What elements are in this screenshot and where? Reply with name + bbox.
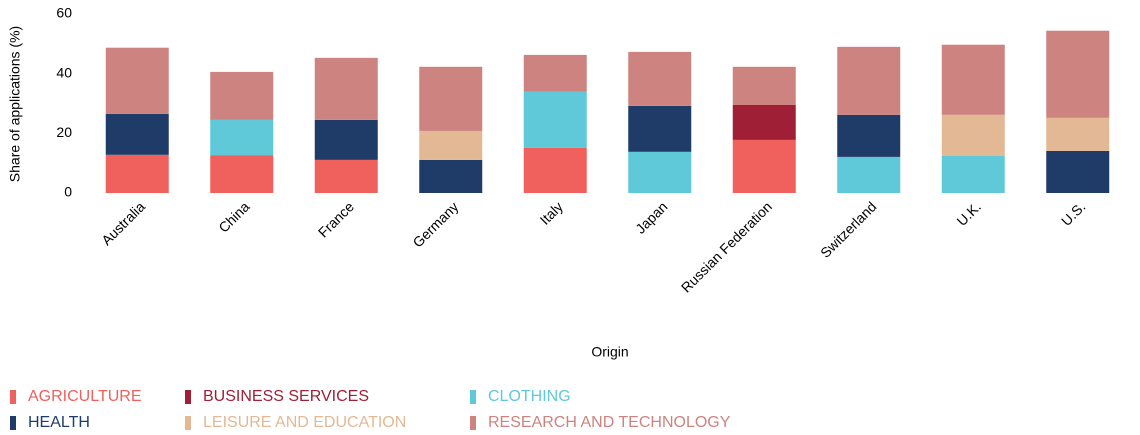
bar-segment xyxy=(837,156,901,193)
bar-segment xyxy=(314,57,378,120)
bar-segment xyxy=(837,46,901,115)
y-tick-label: 20 xyxy=(56,124,72,140)
bar-segment xyxy=(210,71,274,120)
legend-label: CLOTHING xyxy=(488,388,571,405)
x-tick-label: U.S. xyxy=(1058,198,1089,229)
legend-swatch xyxy=(10,390,16,404)
bar-segment xyxy=(628,151,692,193)
bar-segment xyxy=(523,147,587,193)
bar-segment xyxy=(1046,150,1110,193)
legend-swatch xyxy=(10,416,16,430)
x-tick-label: China xyxy=(215,198,252,235)
bar-segment xyxy=(837,114,901,157)
x-tick-label: U.K. xyxy=(953,198,984,229)
y-tick-label: 0 xyxy=(64,184,72,200)
legend-label: HEALTH xyxy=(28,414,90,431)
x-tick-label: Japan xyxy=(632,198,670,236)
bar-segment xyxy=(105,154,169,193)
bar-segment xyxy=(105,113,169,155)
bar-segment xyxy=(732,66,796,105)
bar-segment xyxy=(732,104,796,140)
bar-segment xyxy=(941,114,1005,157)
x-tick-label: Germany xyxy=(409,198,461,250)
x-axis-title: Origin xyxy=(591,344,628,360)
bar-segment xyxy=(523,54,587,92)
bar-segment xyxy=(210,119,274,156)
y-tick-label: 60 xyxy=(56,5,72,21)
legend-swatch xyxy=(470,390,476,404)
bar-segment xyxy=(1046,117,1110,151)
bar-segment xyxy=(732,139,796,193)
bar-segment xyxy=(1046,30,1110,118)
x-tick-label: Italy xyxy=(537,198,566,227)
bar-segment xyxy=(941,156,1005,193)
x-tick-label: Switzerland xyxy=(817,198,879,260)
bar-segment xyxy=(419,159,483,193)
legend-swatch xyxy=(185,416,191,430)
bar-segment xyxy=(523,91,587,148)
bar-segment xyxy=(314,159,378,193)
bar-segment xyxy=(314,119,378,160)
bar-segment xyxy=(105,47,169,114)
bar-segment xyxy=(419,130,483,160)
y-tick-label: 40 xyxy=(56,64,72,80)
x-tick-label: Russian Federation xyxy=(678,198,775,295)
bar-segment xyxy=(628,105,692,152)
x-tick-label: Australia xyxy=(98,198,148,248)
legend-label: BUSINESS SERVICES xyxy=(203,388,369,405)
legend-swatch xyxy=(185,390,191,404)
legend-label: LEISURE AND EDUCATION xyxy=(203,414,406,431)
bar-segment xyxy=(941,44,1005,115)
bar-segment xyxy=(210,155,274,193)
y-axis-title: Share of applications (%) xyxy=(7,26,23,182)
legend-label: AGRICULTURE xyxy=(28,388,142,405)
bar-segment xyxy=(419,66,483,131)
legend-swatch xyxy=(470,416,476,430)
legend-label: RESEARCH AND TECHNOLOGY xyxy=(488,414,731,431)
x-tick-label: France xyxy=(315,198,357,240)
bar-segment xyxy=(628,51,692,106)
